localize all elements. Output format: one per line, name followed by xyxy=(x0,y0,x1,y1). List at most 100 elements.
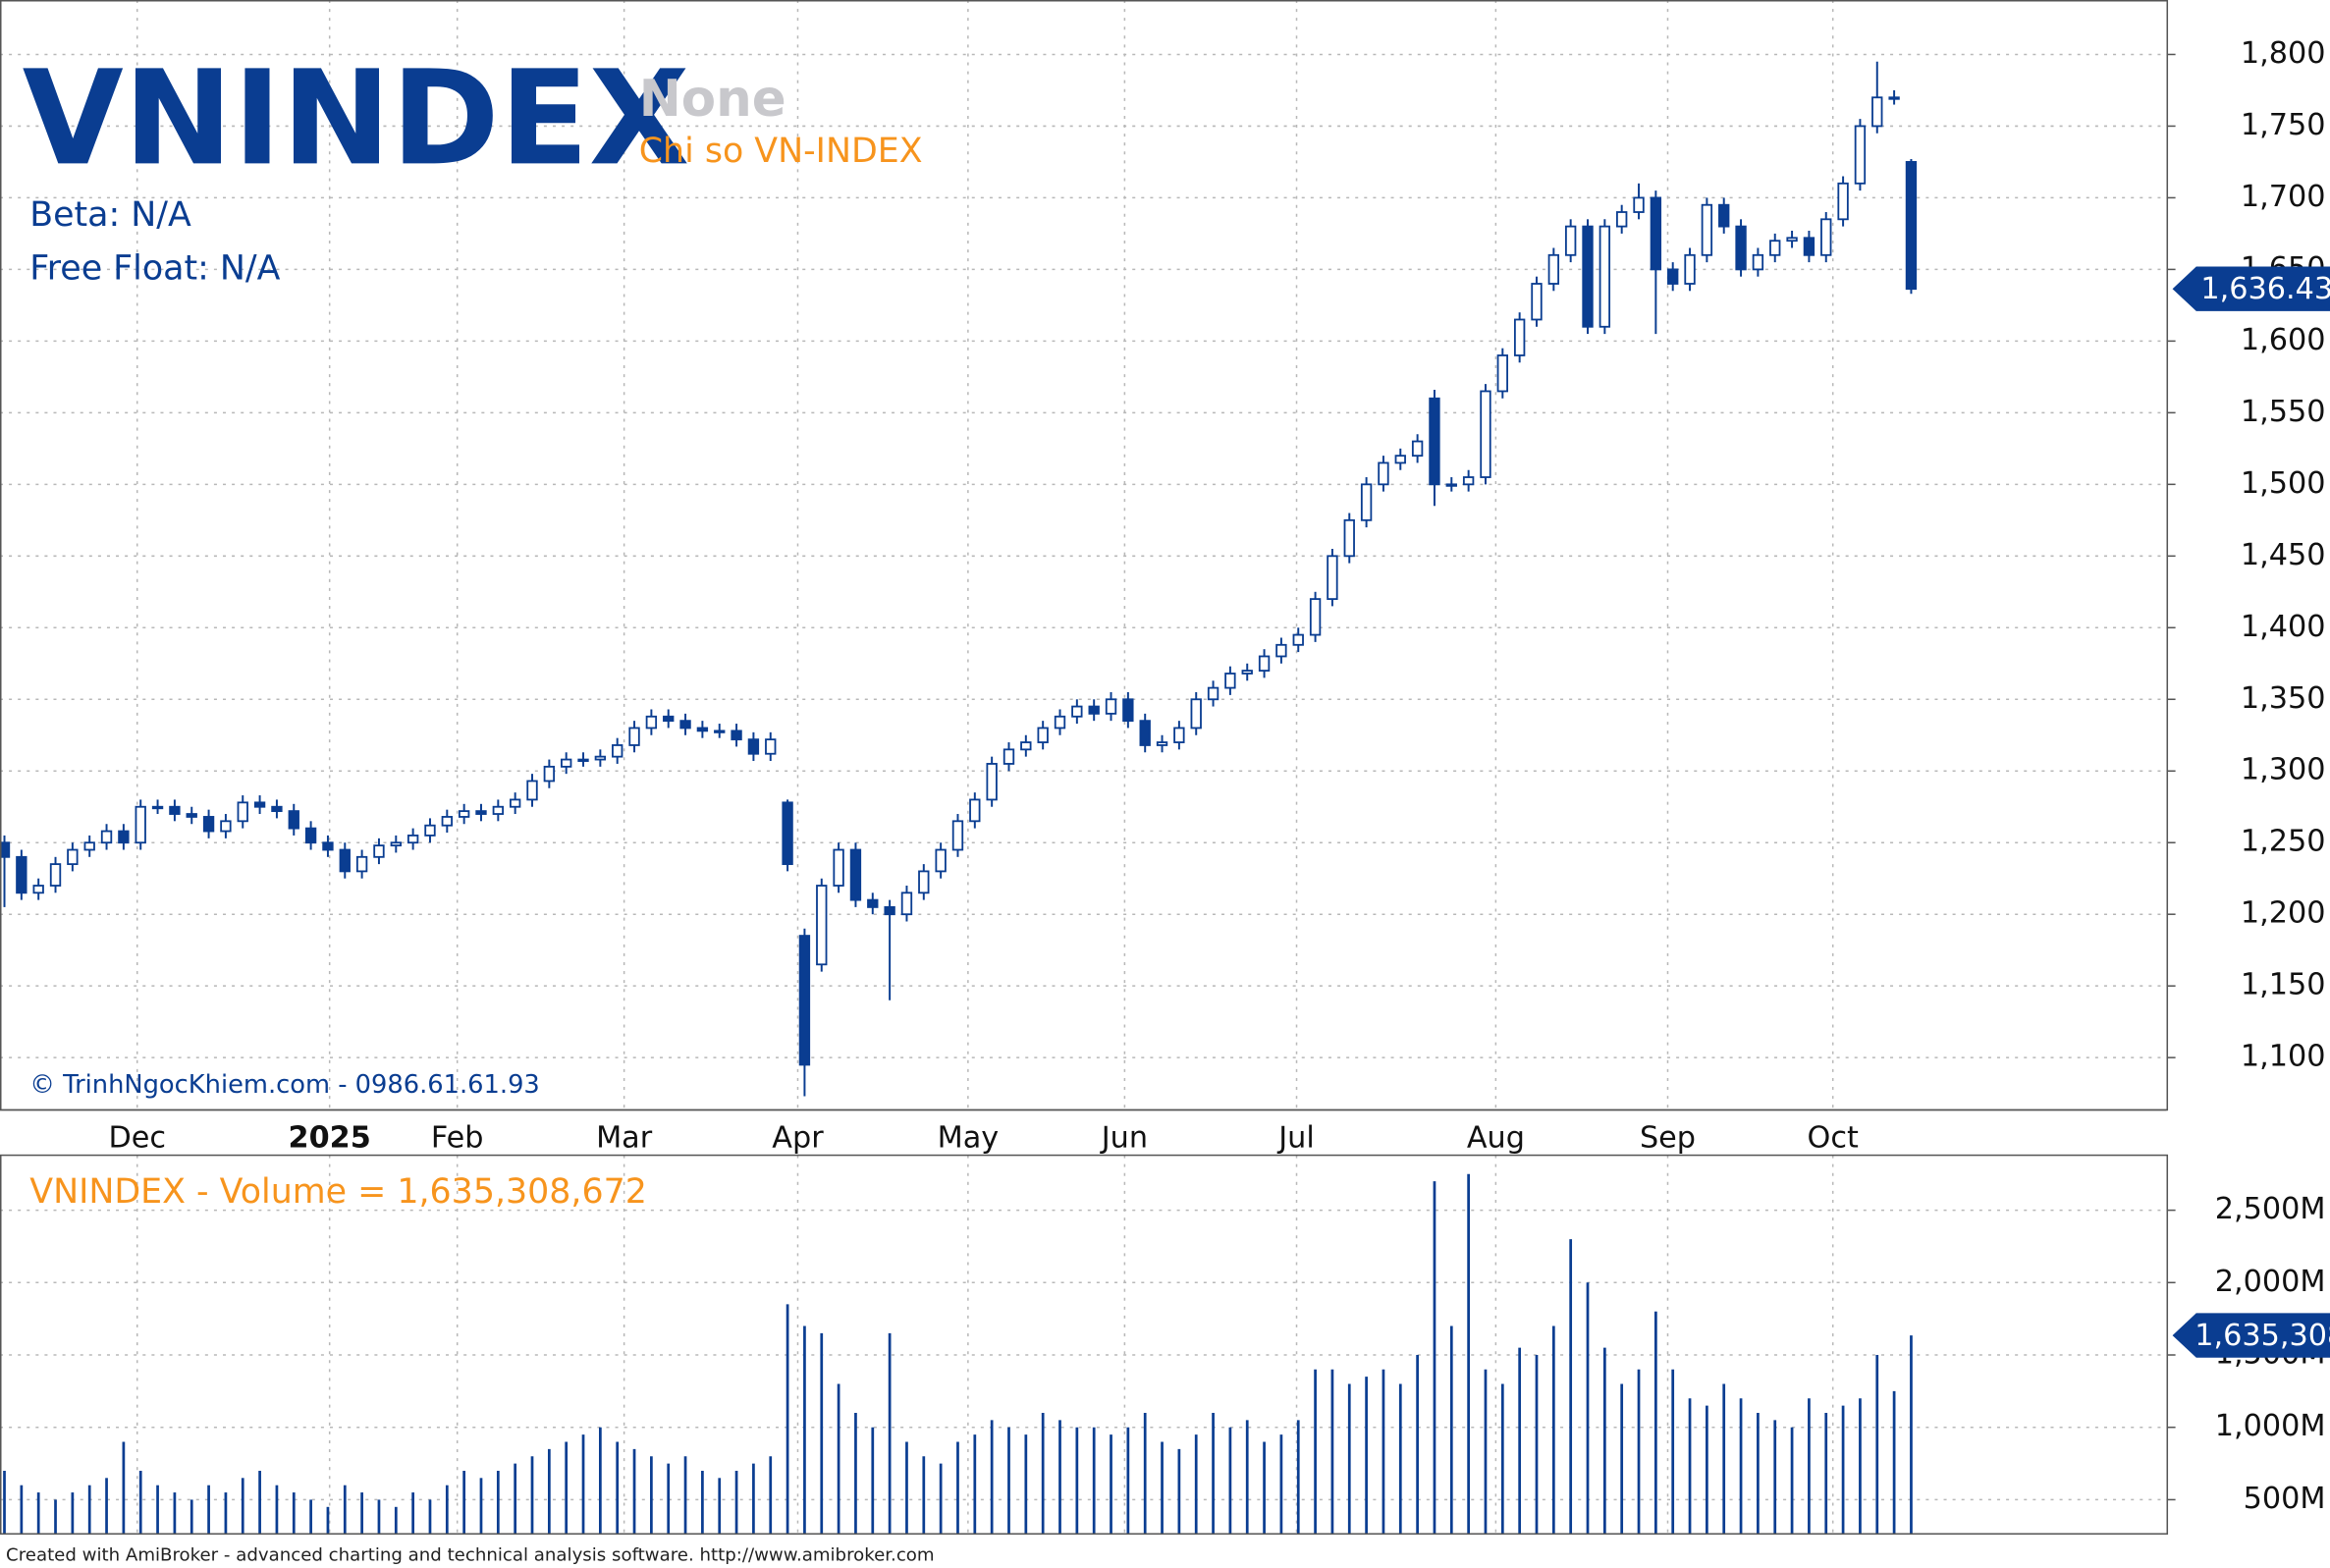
candle-body xyxy=(561,758,572,768)
candle-body xyxy=(100,830,113,844)
candle-body xyxy=(594,755,607,761)
candle-body xyxy=(628,727,640,746)
candle-body xyxy=(1122,698,1134,723)
candle-body xyxy=(406,835,419,844)
free-float: Free Float: N/A xyxy=(29,248,280,288)
candle-body xyxy=(731,730,742,741)
candle-body xyxy=(1582,225,1594,328)
candle-body xyxy=(1684,253,1696,285)
candle-body xyxy=(458,810,470,818)
candle-body xyxy=(1360,483,1373,521)
candle-body xyxy=(237,801,248,823)
candle-body xyxy=(186,813,197,818)
candle-body xyxy=(1598,225,1611,328)
last-price-tag xyxy=(2172,266,2330,311)
candle-body xyxy=(1531,283,1543,321)
candle-body xyxy=(1854,125,1867,185)
candle-body xyxy=(679,720,691,730)
candle-body xyxy=(475,810,487,815)
candle-body xyxy=(1088,705,1100,715)
x-tick-label: Sep xyxy=(1640,1120,1696,1155)
index-name: Chi so VN-INDEX xyxy=(639,132,923,171)
subtitle: None xyxy=(639,70,786,129)
x-tick-label: Aug xyxy=(1467,1120,1525,1155)
x-tick-label: Dec xyxy=(108,1120,166,1155)
x-tick-label: Jun xyxy=(1100,1120,1148,1155)
candle-body xyxy=(441,816,453,827)
candle-body xyxy=(16,855,27,894)
candle-body xyxy=(1769,240,1781,256)
candle-body xyxy=(1207,686,1219,701)
candle-body xyxy=(526,780,538,801)
candle-body xyxy=(1343,518,1355,558)
candle-body xyxy=(696,727,709,732)
y-tick-label: 1,400 xyxy=(2241,610,2326,644)
candle-body xyxy=(1105,698,1117,715)
x-tick-label: Apr xyxy=(772,1120,824,1155)
candle-body xyxy=(1735,225,1747,271)
y-tick-label: 1,600 xyxy=(2241,323,2326,357)
candle-body xyxy=(1071,705,1083,718)
y-tick-label: 500M xyxy=(2244,1482,2326,1516)
candle-body xyxy=(32,885,44,894)
last-volume-label: 1,635,308,672 xyxy=(2195,1319,2330,1353)
candle-body xyxy=(253,801,266,808)
candle-body xyxy=(969,798,981,823)
candle-body xyxy=(543,765,556,783)
x-tick-label: May xyxy=(938,1120,1000,1155)
candle-body xyxy=(67,848,79,866)
y-tick-label: 1,450 xyxy=(2241,538,2326,572)
candle-body xyxy=(390,841,402,847)
candle-body xyxy=(271,805,283,813)
y-tick-label: 1,350 xyxy=(2241,681,2326,716)
beta: Beta: N/A xyxy=(29,195,191,235)
candle-body xyxy=(169,805,181,815)
candle-body xyxy=(1378,461,1389,486)
candle-body xyxy=(118,830,130,844)
last-price-label: 1,636.43 xyxy=(2200,272,2330,306)
candle-body xyxy=(355,855,368,873)
y-tick-label: 2,000M xyxy=(2215,1265,2326,1299)
y-tick-label: 1,200 xyxy=(2241,896,2326,931)
symbol-title: VNINDEX xyxy=(23,42,690,194)
candle-body xyxy=(1309,598,1322,636)
candle-body xyxy=(1429,397,1440,486)
candle-body xyxy=(492,805,505,815)
candle-body xyxy=(1871,96,1883,128)
y-tick-label: 1,750 xyxy=(2241,108,2326,142)
candle-body xyxy=(1020,741,1032,751)
candle-body xyxy=(747,738,760,755)
candle-body xyxy=(951,820,964,851)
x-tick-label: 2025 xyxy=(289,1120,371,1155)
candle-body xyxy=(135,805,146,844)
volume-frame xyxy=(0,1154,2169,1535)
candle-body xyxy=(1650,196,1662,271)
candle-body xyxy=(288,810,299,830)
candle-body xyxy=(816,885,828,966)
candle-body xyxy=(1445,483,1457,487)
candle-body xyxy=(1139,720,1151,746)
candle-body xyxy=(986,763,998,801)
candle-body xyxy=(782,801,793,866)
candle-body xyxy=(1701,203,1713,256)
y-tick-label: 1,250 xyxy=(2241,825,2326,859)
last-volume-tag xyxy=(2172,1313,2330,1358)
candle-body xyxy=(1156,741,1168,746)
x-tick-label: Jul xyxy=(1276,1120,1315,1155)
candle-body xyxy=(867,898,879,908)
footer: Created with AmiBroker - advanced charti… xyxy=(6,1544,935,1565)
candle-body xyxy=(1633,196,1645,213)
candle-body xyxy=(798,935,811,1066)
candle-body xyxy=(935,848,947,873)
candle-body xyxy=(833,848,844,887)
candle-body xyxy=(339,848,351,873)
candle-body xyxy=(49,863,62,887)
y-tick-label: 1,550 xyxy=(2241,395,2326,429)
candle-body xyxy=(1752,253,1764,271)
volume-title: VNINDEX - Volume = 1,635,308,672 xyxy=(29,1172,647,1212)
candle-body xyxy=(0,841,11,858)
candle-body xyxy=(1224,673,1236,689)
x-tick-label: Oct xyxy=(1808,1120,1859,1155)
candle-body xyxy=(765,738,777,755)
